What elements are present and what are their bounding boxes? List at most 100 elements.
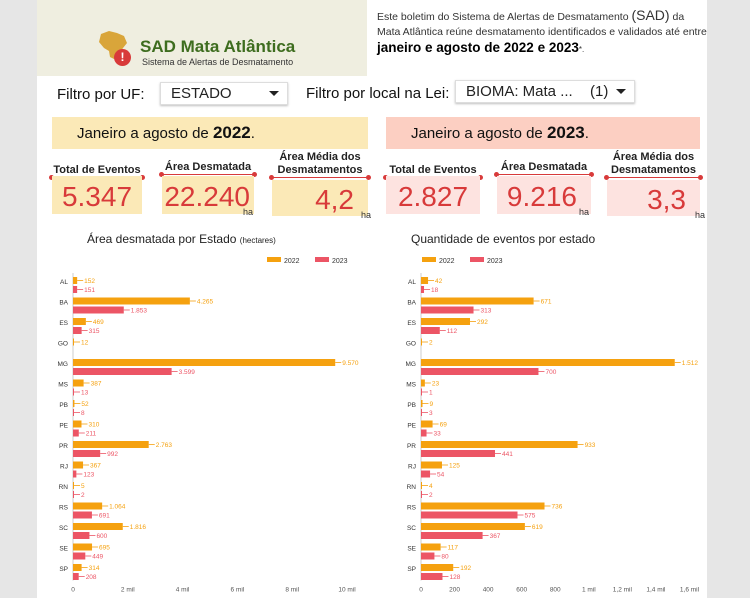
events-chart-title: Quantidade de eventos por estado: [411, 232, 596, 246]
bar-2023-MS: [73, 388, 74, 396]
data-label-2022-MG: 1.512: [682, 360, 699, 367]
x-tick-label: 0: [419, 587, 423, 594]
data-label-2022-BA: 671: [541, 299, 552, 306]
category-label: AL: [408, 279, 416, 286]
data-label-2022-RN: 4: [429, 483, 433, 490]
data-label-2022-ES: 469: [93, 319, 104, 326]
data-label-2022-PB: 9: [430, 401, 434, 408]
bar-2023-SE: [421, 552, 435, 560]
bar-2023-MG: [73, 368, 172, 375]
bar-2023-ES: [73, 327, 82, 334]
category-label: MG: [406, 361, 416, 368]
category-label: BA: [407, 300, 416, 307]
bar-2022-RJ: [421, 461, 442, 469]
bar-2022-RN: [421, 482, 422, 489]
data-label-2022-RJ: 125: [449, 463, 460, 470]
data-label-2022-RS: 736: [552, 504, 563, 511]
period-header-2023: Janeiro a agosto de 2023.: [386, 117, 700, 149]
bar-2023-RN: [73, 491, 74, 498]
x-tick-label: 4 mil: [176, 587, 190, 594]
x-tick-label: 400: [483, 587, 494, 594]
data-label-2023-BA: 313: [481, 308, 492, 315]
data-label-2022-SP: 314: [89, 565, 100, 572]
category-label: AL: [60, 279, 68, 286]
legend-swatch-2023: [315, 257, 329, 262]
data-label-2023-RS: 691: [99, 513, 110, 520]
x-tick-label: 10 mil: [338, 587, 356, 594]
data-label-2023-RJ: 54: [437, 472, 445, 479]
kpi-2022-avg-unit: ha: [361, 210, 372, 220]
data-label-2022-ES: 292: [477, 319, 488, 326]
x-tick-label: 8 mil: [285, 587, 299, 594]
bar-2022-RS: [73, 502, 103, 510]
uf-filter-value: ESTADO: [171, 85, 232, 102]
data-label-2022-PR: 2.763: [156, 442, 173, 449]
bar-2022-SP: [421, 564, 454, 571]
category-label: SC: [59, 525, 68, 532]
bar-2023-SC: [73, 532, 90, 539]
category-label: ES: [59, 320, 68, 327]
category-label: GO: [406, 341, 416, 348]
x-tick-label: 0: [71, 587, 75, 594]
category-label: RJ: [408, 464, 416, 471]
data-label-2022-PB: 52: [81, 401, 89, 408]
local-filter-value: BIOMA: Mata ...: [466, 83, 573, 100]
kpi-2023-avg-unit: ha: [695, 210, 706, 220]
bar-2023-BA: [421, 306, 474, 314]
category-label: PB: [59, 402, 68, 409]
data-label-2022-GO: 12: [81, 340, 89, 347]
logo-title: SAD Mata Atlântica: [140, 37, 296, 56]
legend-label-2022: 2022: [439, 258, 455, 265]
category-label: MS: [406, 382, 416, 389]
data-label-2023-AL: 151: [84, 287, 95, 294]
data-label-2023-RJ: 123: [83, 472, 94, 479]
chevron-down-icon: [616, 89, 626, 94]
bar-2023-PB: [73, 409, 74, 416]
bar-2022-SE: [73, 543, 93, 551]
data-label-2023-RN: 2: [81, 492, 85, 499]
uf-filter-label: Filtro por UF:: [57, 86, 145, 103]
kpi-2022-avg-label: Área Média dos Desmatamentos: [269, 151, 371, 180]
category-label: RJ: [60, 464, 68, 471]
bar-2022-AL: [73, 277, 78, 284]
bar-2023-PR: [421, 450, 496, 457]
bar-2022-RS: [421, 502, 545, 510]
x-tick-label: 600: [516, 587, 527, 594]
local-filter-count: (1): [590, 83, 609, 100]
data-label-2022-SC: 1.816: [130, 524, 147, 531]
category-label: RN: [407, 484, 417, 491]
uf-filter-dropdown[interactable]: ESTADO: [160, 82, 288, 105]
bar-2022-PB: [421, 400, 423, 407]
bar-2023-BA: [73, 306, 124, 314]
data-label-2023-MG: 700: [545, 369, 556, 376]
bar-2023-SC: [421, 532, 483, 539]
bar-2023-PB: [421, 409, 422, 416]
data-label-2023-RS: 575: [524, 513, 535, 520]
x-tick-label: 6 mil: [231, 587, 245, 594]
data-label-2022-SP: 192: [460, 565, 471, 572]
local-filter-dropdown[interactable]: BIOMA: Mata ... (1): [455, 80, 635, 103]
x-tick-label: 1,4 mil: [646, 587, 666, 594]
bar-2023-RJ: [73, 470, 77, 478]
bar-2022-RN: [73, 482, 74, 489]
bar-2022-MG: [421, 359, 675, 366]
bar-2023-ES: [421, 327, 440, 334]
data-label-2022-PE: 69: [440, 422, 448, 429]
bar-2022-ES: [73, 318, 86, 325]
logo-area: ! SAD Mata Atlântica Sistema de Alertas …: [37, 0, 367, 76]
bar-2022-PB: [73, 400, 75, 407]
data-label-2022-MS: 23: [432, 381, 440, 388]
logo-subtitle: Sistema de Alertas de Desmatamento: [142, 57, 294, 67]
data-label-2023-MS: 1: [429, 390, 433, 397]
events-chart: 2022 2023 0 200 400 600 800 1 mil 1,2 mil 1,4 mil…: [406, 257, 700, 594]
category-label: SE: [407, 546, 416, 553]
alert-icon: !: [114, 49, 131, 66]
bar-2023-MG: [421, 368, 539, 375]
bar-2023-PE: [421, 429, 427, 437]
data-label-2023-BA: 1.853: [131, 308, 148, 315]
kpi-2022-area-label: Área Desmatada: [159, 161, 257, 177]
category-label: ES: [407, 320, 416, 327]
data-label-2023-SE: 449: [92, 554, 103, 561]
kpi-2022-avg-value: 4,2: [272, 180, 368, 216]
legend-label-2023: 2023: [487, 258, 503, 265]
